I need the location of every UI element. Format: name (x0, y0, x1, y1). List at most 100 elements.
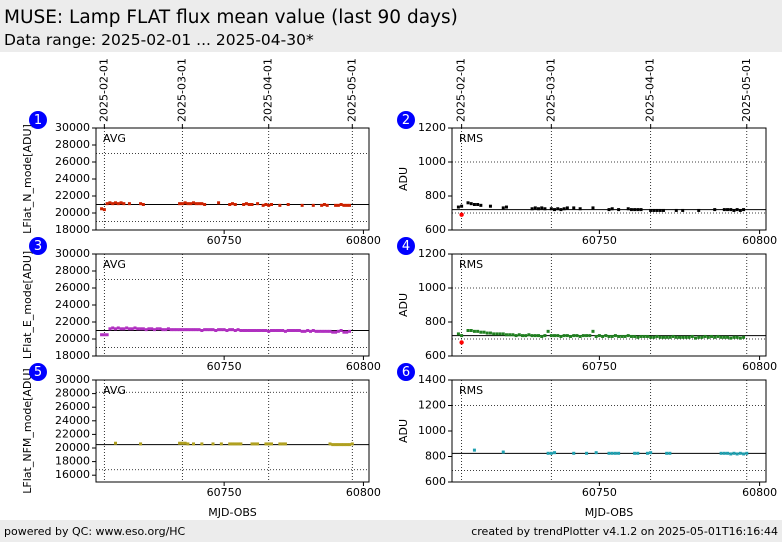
data-point (283, 329, 287, 333)
panel-number-badge (29, 363, 47, 381)
data-point (482, 330, 486, 334)
date-tick-label: 2025-02-01 (455, 58, 468, 122)
data-point (684, 335, 688, 339)
header-bar: MUSE: Lamp FLAT flux mean value (last 90… (0, 0, 782, 52)
data-point (591, 329, 595, 333)
plot-frame (95, 127, 370, 231)
data-point (180, 441, 184, 445)
data-point (553, 451, 557, 455)
x-axis-label: MJD-OBS (585, 506, 633, 519)
data-point (559, 208, 563, 212)
data-point (186, 202, 190, 206)
data-point (350, 442, 354, 446)
data-point (189, 202, 193, 206)
data-point (620, 334, 624, 338)
data-point (183, 328, 187, 332)
data-point (549, 334, 553, 338)
data-point (244, 202, 248, 206)
data-point (729, 336, 733, 340)
date-tick-label: 2025-02-01 (97, 58, 110, 122)
date-tick-label: 2025-03-01 (175, 58, 188, 122)
x-tick-label: 60800 (742, 486, 777, 499)
data-point (479, 330, 483, 334)
data-point (183, 441, 187, 445)
data-point (511, 333, 515, 337)
data-point (626, 207, 630, 211)
data-point (636, 451, 640, 455)
data-point (214, 329, 218, 332)
data-point (665, 451, 669, 455)
x-tick-label: 60750 (582, 486, 617, 499)
data-point (208, 328, 212, 332)
plot-frame (451, 127, 767, 231)
data-point (745, 451, 749, 455)
plot-grid: 2025-02-01 2025-03-01 2025-04-01 2025-05-01… (21, 58, 777, 519)
panel-number-badge (397, 237, 415, 255)
data-point (267, 442, 271, 446)
data-point (345, 203, 349, 207)
data-point (460, 334, 464, 338)
data-point (597, 334, 601, 338)
data-point (681, 335, 685, 339)
data-point (642, 334, 646, 338)
data-point (472, 203, 476, 206)
data-point (267, 203, 271, 207)
data-point (342, 203, 346, 207)
y-tick-label: 28000 (55, 264, 90, 277)
panel-number: 1 (34, 113, 42, 128)
data-point (325, 329, 329, 333)
data-point (742, 335, 746, 339)
data-point (546, 329, 550, 333)
data-point (178, 202, 182, 206)
data-point (594, 451, 598, 455)
x-tick-label: 60800 (346, 360, 381, 373)
data-point (161, 328, 165, 332)
data-point (735, 208, 739, 212)
y-tick-label: 800 (425, 315, 446, 328)
data-point (194, 202, 198, 206)
data-point (345, 330, 349, 334)
data-point (738, 336, 742, 340)
data-point (289, 329, 293, 332)
y-axis-label: ADU (397, 293, 410, 317)
data-point (267, 329, 271, 333)
data-point (192, 201, 195, 205)
data-point (233, 329, 237, 332)
data-point (233, 442, 237, 446)
data-point (278, 329, 282, 332)
x-tick-label: 60800 (742, 360, 777, 373)
x-tick-label: 60800 (346, 234, 381, 247)
data-point (572, 206, 576, 210)
data-point (219, 328, 223, 332)
panel-number: 5 (34, 365, 42, 380)
data-point (311, 329, 315, 332)
data-point (258, 329, 262, 332)
data-point (722, 335, 726, 339)
data-point (533, 334, 537, 338)
y-tick-label: 600 (425, 223, 446, 236)
footer-timestamp: created by trendPlotter v4.1.2 on 2025-0… (471, 525, 778, 538)
y-axis-label: ADU (397, 419, 410, 443)
data-point (242, 329, 246, 332)
data-point (601, 334, 605, 338)
data-point (119, 327, 123, 331)
panel-tag: RMS (459, 384, 483, 397)
chart-panel-6: 600 800 1000 1200 1400 60750 60800 MJD-OBS ADU RM… (397, 363, 777, 519)
data-point (520, 334, 524, 338)
data-point (703, 334, 707, 338)
data-point (122, 202, 126, 206)
data-point (228, 442, 232, 446)
y-tick-label: 1000 (418, 155, 446, 168)
data-point (348, 443, 351, 447)
data-point (456, 332, 460, 336)
data-point (578, 334, 582, 338)
data-point (150, 327, 154, 331)
data-point (320, 329, 324, 333)
data-point (649, 335, 653, 339)
data-point (652, 208, 656, 212)
data-point (264, 442, 268, 446)
data-point (742, 452, 746, 456)
data-point (674, 335, 678, 339)
data-point (476, 329, 480, 333)
x-tick-label: 60750 (207, 234, 242, 247)
